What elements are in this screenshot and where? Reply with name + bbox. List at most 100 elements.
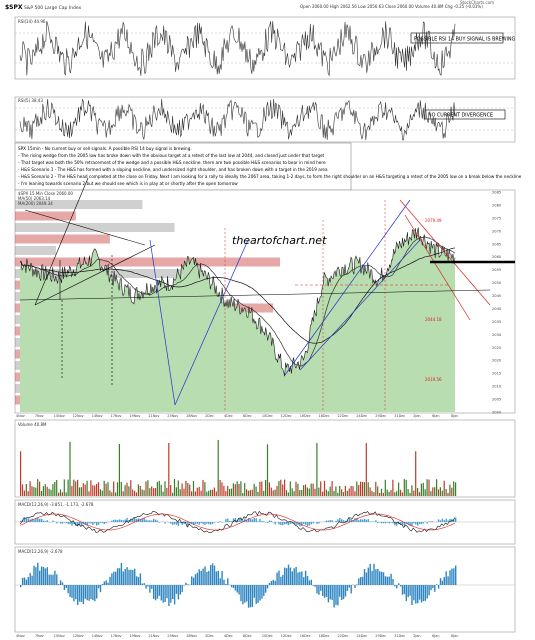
price-tick-label: 2045 [492, 294, 501, 298]
volume-bar [208, 490, 210, 496]
hist-bar [417, 585, 419, 604]
macd-hist-bar [170, 522, 172, 524]
volume-bar [202, 479, 204, 496]
date-tick-label: 6Jan [432, 634, 439, 638]
volume-bar [42, 486, 44, 496]
hist-bar [73, 585, 75, 602]
volume-bar [107, 482, 109, 496]
macd-hist-bar [232, 518, 235, 522]
volume-bar [316, 442, 318, 496]
hist-bar [141, 583, 143, 585]
macd-hist-bar [352, 520, 354, 522]
hist-bar [130, 569, 132, 585]
macd-hist-bar [219, 521, 221, 522]
volume-bar [154, 488, 157, 496]
symbol-name: S&P 500 Large Cap Index [24, 5, 82, 11]
hist-bar [149, 585, 151, 593]
macd-hist-bar [449, 518, 451, 522]
macd-hist-bar [208, 522, 210, 525]
volume-bar [33, 487, 35, 496]
volume-bar [61, 492, 63, 496]
macd-hist-bar [318, 522, 320, 524]
hist-bar [37, 562, 39, 585]
rsi-label: RSI(14) 44.96 [18, 19, 46, 24]
volume-bar [373, 492, 375, 496]
volume-bar [230, 488, 233, 496]
rsi-annotation: POSSIBLE RSI 14 BUY SIGNAL IS BREWING [414, 37, 516, 43]
date-tick-label: 4Nov [16, 634, 25, 638]
hist-bar [337, 585, 339, 606]
macd-hist-bar [234, 517, 237, 522]
volume-bar [44, 484, 46, 496]
hist-bar [116, 568, 119, 585]
macd-hist-bar [361, 519, 364, 522]
date-tick-label: 17Nov [111, 414, 122, 418]
macd-hist-bar [407, 522, 409, 525]
date-tick-label: 8Dec [243, 634, 252, 638]
hist-bar [282, 574, 284, 585]
macd-hist-bar [126, 517, 128, 522]
hist-bar [236, 585, 238, 593]
macd-hist-bar [135, 518, 138, 522]
date-tick-label: 24Dec [356, 414, 367, 418]
macd-hist-bar [261, 521, 263, 522]
volume-bar [192, 481, 195, 496]
hist-bar [289, 567, 292, 585]
macd-hist-bar [185, 522, 187, 524]
hist-bar [327, 585, 330, 603]
volume-bar [200, 490, 202, 496]
macd-hist-bar [31, 518, 33, 522]
volume-bar [268, 482, 270, 496]
hist-bar [415, 585, 417, 604]
macd-hist-bar [196, 522, 199, 524]
hist-bar [153, 585, 155, 599]
hist-bar [443, 577, 445, 585]
hist-bar [113, 571, 115, 585]
macd-hist-bar [103, 522, 105, 525]
price-tick-label: 2060 [492, 255, 502, 259]
macd-hist-bar [293, 522, 295, 524]
macd-hist-bar [441, 518, 444, 522]
hist-bar [240, 585, 242, 602]
hist-bar [377, 568, 379, 585]
date-tick-label: 18Dec [319, 414, 330, 418]
hist-bar [132, 570, 134, 585]
macd-hist-bar [310, 522, 312, 525]
macd-hist-bar [183, 522, 185, 524]
volume-bar [441, 490, 443, 496]
volume-bar [221, 482, 223, 496]
hist-bar [297, 572, 299, 585]
hist-bar [358, 578, 360, 585]
volume-bar [377, 486, 379, 496]
hist-bar [109, 576, 111, 585]
hist-bar [217, 570, 219, 585]
date-tick-label: 10Nov [54, 634, 65, 638]
hist-bar [360, 577, 362, 585]
volume-bar [274, 489, 276, 496]
price-tick-label: 2080 [492, 203, 502, 207]
hist-bar [445, 571, 447, 585]
date-tick-label: 2Dec [205, 634, 214, 638]
volume-bar [242, 493, 244, 496]
hist-bar [46, 567, 48, 585]
hist-bar [156, 585, 159, 599]
volume-bar [417, 488, 419, 496]
hist-bar [331, 585, 333, 600]
volume-bar [54, 482, 56, 496]
macd-hist-bar [329, 520, 331, 522]
volume-bar [52, 484, 54, 496]
volume-bar [304, 484, 307, 496]
hist-bar [396, 585, 398, 589]
hist-bar [143, 583, 145, 585]
hist-bar [160, 585, 162, 601]
macd-hist-bar [255, 518, 257, 522]
volume-bar [63, 479, 65, 496]
volume-bar [246, 489, 248, 496]
volume-bar [422, 482, 424, 496]
volume-bar [118, 444, 120, 496]
volume-bar [97, 482, 100, 496]
price-tick-label: 2065 [492, 242, 501, 246]
hist-bar [71, 585, 73, 598]
macd-hist-bar [291, 522, 293, 524]
hist-bar [151, 585, 153, 589]
